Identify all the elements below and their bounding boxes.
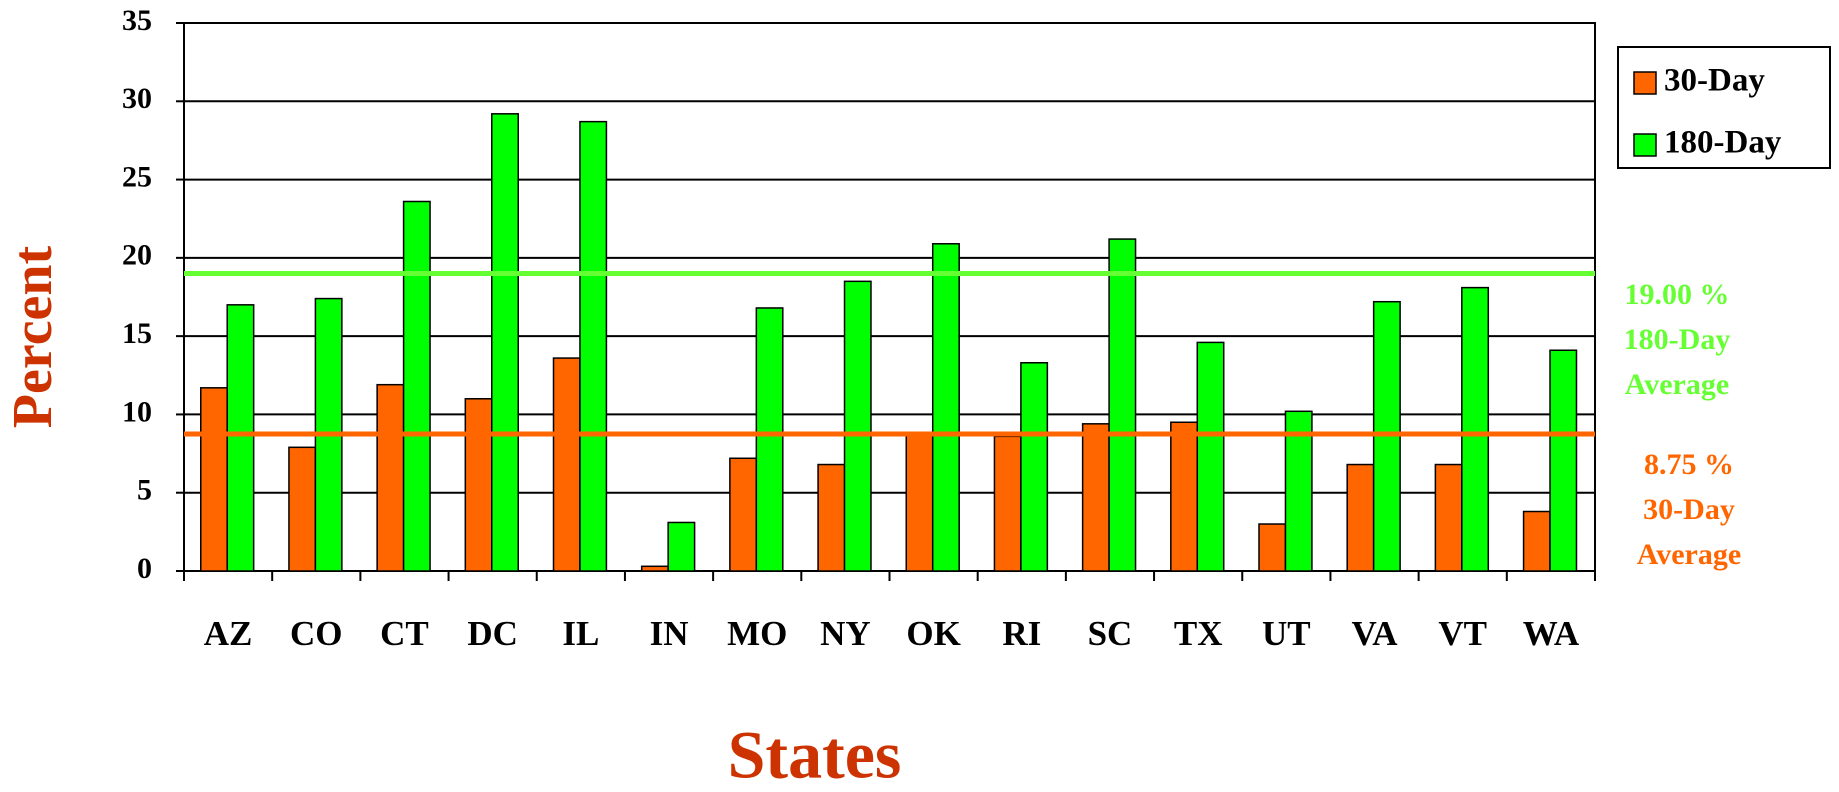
y-tick-label: 5 <box>137 474 152 507</box>
bar <box>491 113 519 572</box>
bar <box>993 435 1022 572</box>
x-tick-label: AZ <box>204 614 253 653</box>
bar <box>1196 341 1225 572</box>
legend-swatch <box>1633 133 1657 157</box>
bar <box>1258 523 1287 572</box>
y-tick-label: 25 <box>122 160 152 193</box>
bar <box>1108 238 1137 572</box>
y-tick-label: 20 <box>122 239 152 272</box>
y-tick-label: 30 <box>122 82 152 115</box>
bar <box>667 521 696 572</box>
average-label: 19.00 % <box>1625 278 1730 311</box>
bar <box>1081 423 1110 572</box>
bar <box>1170 421 1199 572</box>
x-axis-title: States <box>728 717 902 792</box>
x-tick-label: UT <box>1262 614 1311 653</box>
y-axis-title: Percent <box>2 245 64 428</box>
bar <box>1549 349 1578 572</box>
bar <box>817 463 846 572</box>
bar <box>1346 463 1375 572</box>
average-label: 30-Day <box>1643 493 1735 526</box>
bar <box>464 398 493 572</box>
x-tick-label: CT <box>380 614 429 653</box>
bar <box>1522 510 1551 572</box>
bar <box>579 120 608 572</box>
average-label: Average <box>1625 368 1729 401</box>
bar <box>755 307 784 572</box>
x-tick-label: OK <box>906 614 960 653</box>
x-tick-label: VA <box>1352 614 1399 653</box>
bar <box>226 304 255 572</box>
x-tick-label: DC <box>467 614 518 653</box>
average-label: 180-Day <box>1624 323 1731 356</box>
bar <box>729 457 758 572</box>
bar <box>1434 463 1463 572</box>
x-tick-label: NY <box>820 614 871 653</box>
y-tick-label: 10 <box>122 395 152 428</box>
x-tick-label: MO <box>727 614 787 653</box>
bar <box>1461 286 1490 572</box>
x-tick-label: SC <box>1088 614 1133 653</box>
y-tick-label: 0 <box>137 552 152 585</box>
x-tick-label: VT <box>1438 614 1487 653</box>
legend-label: 180-Day <box>1664 125 1782 161</box>
x-tick-label: RI <box>1002 614 1041 653</box>
bar <box>552 357 581 572</box>
bar <box>843 280 872 572</box>
bar <box>288 446 317 572</box>
bar <box>200 387 228 572</box>
legend-swatch <box>1633 71 1657 95</box>
bar <box>402 200 431 572</box>
average-label: 8.75 % <box>1644 448 1734 481</box>
bar <box>931 243 960 572</box>
average-label: Average <box>1637 538 1741 571</box>
y-tick-label: 35 <box>122 4 152 37</box>
y-tick-label: 15 <box>122 317 152 350</box>
legend-label: 30-Day <box>1664 63 1765 99</box>
bar <box>905 432 934 572</box>
x-tick-label: IN <box>650 614 689 653</box>
x-tick-label: CO <box>290 614 343 653</box>
x-tick-label: IL <box>562 614 599 653</box>
bar <box>640 565 669 572</box>
bar <box>376 383 405 572</box>
bar <box>1284 410 1313 572</box>
bar <box>1020 362 1049 572</box>
x-tick-label: TX <box>1174 614 1223 653</box>
x-tick-label: WA <box>1523 614 1580 653</box>
